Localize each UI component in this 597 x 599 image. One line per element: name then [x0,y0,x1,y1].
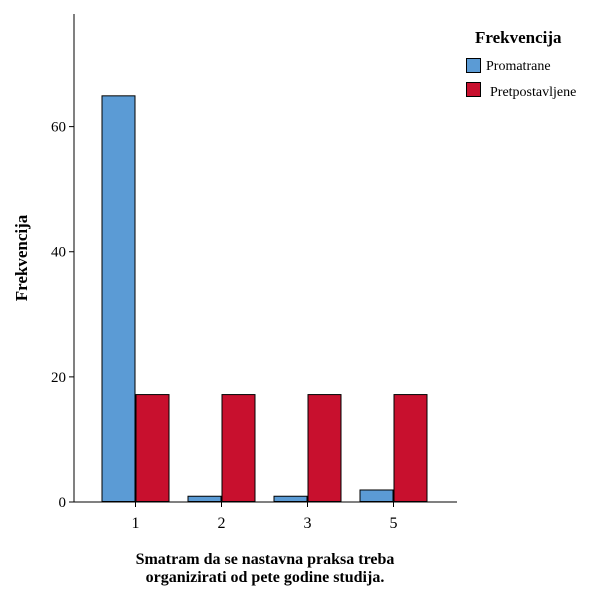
bar-promatrane-2 [187,495,222,503]
y-tick-label: 20 [51,370,66,386]
x-axis-label-line: organizirati od pete godine studija. [146,569,385,586]
bar-pretpostavljene-1 [135,394,170,503]
legend-title: Frekvencija [475,28,562,47]
x-tick-label: 1 [132,515,140,532]
x-tick-label: 5 [390,515,398,532]
x-tick-label: 3 [304,515,312,532]
legend-label-promatrane: Promatrane [486,59,551,74]
y-tick-label: 60 [51,120,66,136]
y-tick-label: 0 [59,495,67,511]
x-axis-label-line: Smatram da se nastavna praksa treba [136,551,395,568]
bar-promatrane-1 [101,95,136,502]
y-axis-label: Frekvencija [12,214,31,301]
legend-label-pretpostavljene: Pretpostavljene [490,85,576,100]
legend-swatch-promatrane [466,58,481,73]
bar-pretpostavljene-3 [307,394,342,503]
y-tick-label: 40 [51,245,66,261]
bar-promatrane-5 [359,489,394,503]
bar-pretpostavljene-5 [393,394,428,503]
x-tick-label: 2 [218,515,226,532]
bar-pretpostavljene-2 [221,394,256,503]
bar-promatrane-3 [273,495,308,503]
legend-swatch-pretpostavljene [466,82,481,97]
